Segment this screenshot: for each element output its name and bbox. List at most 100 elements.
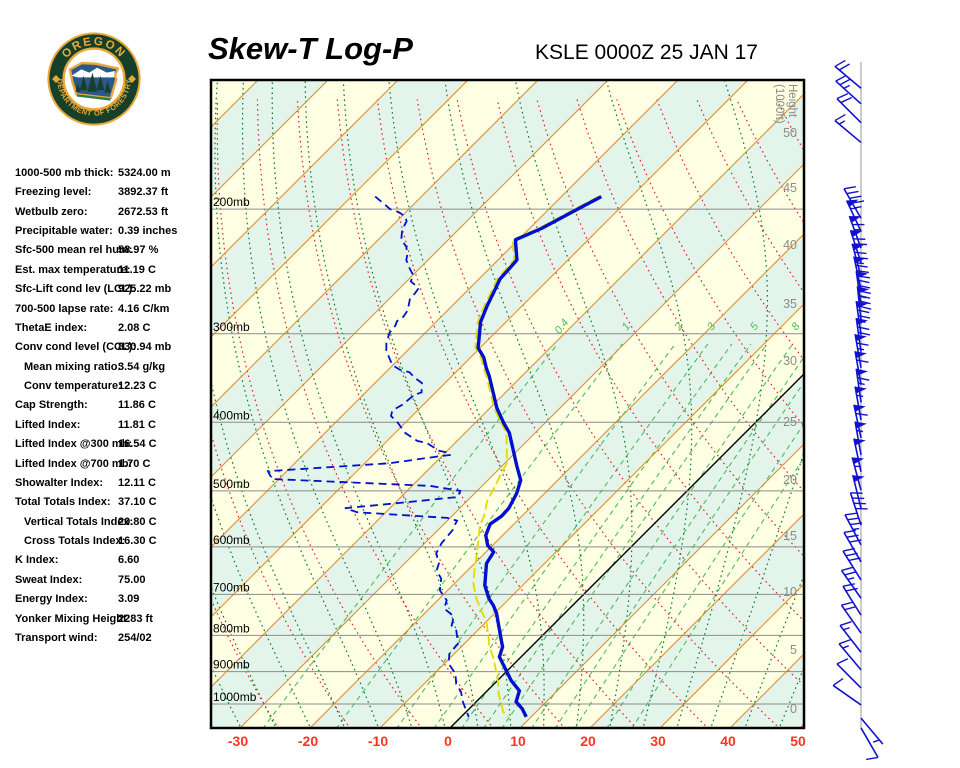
dry-adiabat	[336, 99, 638, 728]
index-row-16: Showalter Index: 12.11 C	[15, 477, 211, 496]
index-row-11: Conv temperature: 12.23 C	[15, 380, 211, 399]
pressure-label: 700mb	[213, 580, 250, 594]
isotherm-band	[211, 94, 804, 728]
wind-barb	[836, 658, 862, 689]
height-axis-title: (1000ft)	[773, 84, 785, 124]
pressure-label: 900mb	[213, 658, 250, 672]
index-row-1: Freezing level: 3892.37 ft	[15, 186, 211, 205]
mixing-ratio-line	[574, 381, 804, 728]
height-tick-label: 50	[783, 126, 797, 140]
height-axis-title: Height	[786, 84, 798, 118]
height-tick-label: 35	[783, 297, 797, 311]
height-tick-label: 10	[783, 585, 797, 599]
index-value: 254/02	[118, 631, 152, 644]
index-label: Cap Strength:	[15, 399, 88, 412]
isotherm-line	[211, 80, 609, 478]
isotherm-line	[589, 513, 804, 728]
index-row-14: Lifted Index @300 mb: 16.54 C	[15, 438, 211, 457]
dry-adiabat	[87, 100, 208, 730]
mixing-ratio-line	[483, 343, 752, 728]
pressure-label: 500mb	[213, 477, 250, 491]
wind-barb	[853, 404, 868, 439]
wind-barb	[854, 421, 867, 456]
index-row-8: ThetaE index: 2.08 C	[15, 322, 211, 341]
index-label: Lifted Index @300 mb:	[15, 438, 133, 451]
index-value: 2.08 C	[118, 321, 151, 334]
isotherm-line	[379, 303, 804, 728]
isotherm-line	[870, 80, 960, 728]
mixing-ratio-line	[531, 343, 794, 728]
index-row-20: K Index: 6.60	[15, 554, 211, 573]
dry-adiabat	[0, 100, 64, 730]
wind-barb	[851, 475, 865, 509]
index-value: 3.09	[118, 593, 140, 606]
index-row-15: Lifted Index @700 mb: 1.70 C	[15, 458, 211, 477]
index-value: 16.30 C	[118, 535, 157, 548]
pressure-label: 300mb	[213, 320, 250, 334]
dry-adiabat	[211, 431, 351, 728]
temperature-profile	[476, 195, 603, 718]
mixing-ratio-line	[631, 456, 804, 728]
temp-axis-label: -10	[368, 733, 388, 749]
index-row-5: Est. max temperature: 11.19 C	[15, 264, 211, 283]
index-value: 925.22 mb	[118, 283, 172, 296]
index-row-10: Mean mixing ratio: 3.54 g/kg	[15, 361, 211, 380]
moist-adiabats	[211, 80, 804, 728]
zero-isotherm-line	[449, 373, 804, 728]
isotherm-line	[211, 80, 539, 408]
temp-axis-label: 10	[510, 733, 526, 749]
isotherm-bands	[211, 80, 960, 728]
index-row-22: Energy Index: 3.09	[15, 593, 211, 612]
wind-barb	[855, 301, 871, 335]
index-label: Sfc-Lift cond lev (LCL):	[15, 283, 136, 296]
index-value: 1.70 C	[118, 457, 151, 470]
index-label: Total Totals Index:	[15, 496, 111, 509]
index-label: Est. max temperature:	[15, 263, 131, 276]
index-row-0: 1000-500 mb thick: 5324.00 m	[15, 167, 211, 186]
index-value: 2672.53 ft	[118, 205, 169, 218]
height-tick-label: 15	[783, 529, 797, 543]
index-value: 16.54 C	[118, 438, 157, 451]
moist-adiabat	[211, 495, 312, 728]
station-datetime-label: KSLE 0000Z 25 JAN 17	[535, 41, 758, 64]
isotherm-line	[799, 723, 804, 728]
temp-axis-label: 30	[650, 733, 666, 749]
sounding-indices-panel: 1000-500 mb thick: 5324.00 m Freezing leve…	[15, 167, 211, 667]
isotherm-line	[239, 163, 804, 728]
index-label: Freezing level:	[15, 186, 92, 199]
wetbulb-profile	[472, 195, 599, 718]
index-value: 37.10 C	[118, 496, 157, 509]
odf-logo: OREGON DEPARTMENT OF FORESTRY	[47, 32, 141, 126]
isotherm-line	[0, 80, 188, 728]
mixing-ratio-line	[335, 343, 623, 728]
wind-barb	[854, 334, 869, 368]
chart-labels: 200mb 300mb 400mb 500mb 600mb 700mb 800mb 900mb…	[213, 84, 803, 716]
pressure-label: 600mb	[213, 533, 250, 547]
wind-barb	[860, 727, 879, 761]
index-row-13: Lifted Index: 11.81 C	[15, 419, 211, 438]
index-label: Lifted Index:	[15, 418, 81, 431]
index-label: Vertical Totals Index:	[24, 515, 134, 528]
wind-barb	[836, 92, 862, 124]
index-label: Conv cond level (CCL):	[15, 341, 137, 354]
isotherm-band	[870, 80, 960, 728]
index-label: Sweat Index:	[15, 573, 83, 586]
index-label: 700-500 lapse rate:	[15, 302, 114, 315]
isotherm-line	[211, 80, 399, 268]
index-value: 6.60	[118, 554, 140, 567]
pressure-label: 200mb	[213, 195, 250, 209]
dewpoint-profile	[266, 195, 470, 718]
index-label: Transport wind:	[15, 631, 98, 644]
dry-adiabat	[211, 597, 280, 728]
height-tick-label: 5	[790, 643, 797, 657]
index-value: 3.54 g/kg	[118, 360, 166, 373]
wind-barb	[839, 621, 862, 653]
isotherm-line	[211, 80, 469, 338]
index-value: 11.19 C	[118, 263, 156, 276]
dry-adiabat	[496, 99, 804, 622]
isotherm-band	[940, 80, 960, 728]
height-tick-label: 45	[783, 181, 797, 195]
index-label: ThetaE index:	[15, 321, 88, 334]
moist-adiabat	[514, 80, 633, 728]
wind-barb	[855, 368, 870, 403]
